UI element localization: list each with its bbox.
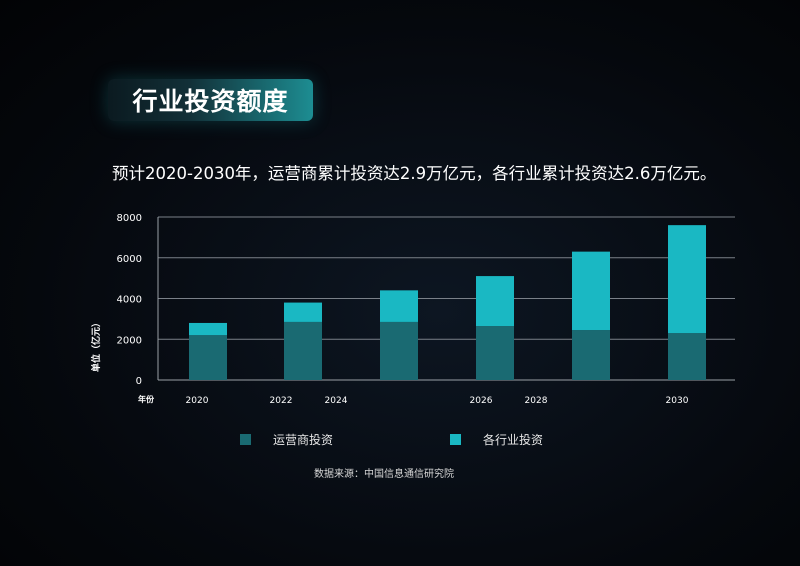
y-tick-label: 4000	[117, 295, 142, 306]
legend-swatch-industry	[450, 434, 461, 445]
bar-industry-2020	[189, 322, 227, 336]
legend-label-operator: 运营商投资	[273, 433, 334, 447]
x-tick-label: 2026	[470, 396, 493, 406]
x-axis-ticks: 2020 2022 2024 2026 2028 2030	[186, 396, 689, 406]
x-tick-label: 2020	[186, 396, 209, 406]
legend-label-industry: 各行业投资	[483, 433, 544, 447]
page-subtitle: 预计2020-2030年，运营商累计投资达2.9万亿元，各行业累计投资达2.6万…	[112, 164, 717, 183]
y-axis-ticks: 0 2000 4000 6000 8000	[117, 213, 142, 387]
page-title: 行业投资额度	[108, 79, 313, 121]
bar-operator-2024	[380, 321, 418, 380]
legend-swatch-operator	[240, 434, 251, 445]
bar-industry-2028	[572, 251, 610, 331]
bar-operator-2030	[668, 333, 706, 380]
chart-grid	[157, 216, 735, 381]
x-tick-label: 2022	[270, 396, 293, 406]
x-tick-label: 2024	[325, 396, 348, 406]
bar-industry-2022	[284, 302, 322, 322]
y-axis-label: 单位（亿元）	[90, 318, 102, 372]
y-tick-label: 6000	[117, 254, 142, 265]
y-tick-label: 0	[136, 376, 142, 387]
bar-operator-2028	[572, 330, 610, 380]
bar-industry-2024	[380, 290, 418, 322]
bar-operator-2022	[284, 321, 322, 380]
data-source: 数据来源：中国信息通信研究院	[314, 469, 454, 480]
bar-operator-2026	[476, 326, 514, 380]
chart-bars	[189, 225, 706, 380]
x-tick-label: 2030	[666, 396, 689, 406]
y-tick-label: 2000	[117, 335, 142, 346]
x-axis-label: 年份	[138, 394, 155, 404]
y-tick-label: 8000	[117, 213, 142, 224]
bar-industry-2030	[668, 225, 706, 334]
bar-operator-2020	[189, 335, 227, 380]
bar-industry-2026	[476, 276, 514, 327]
x-tick-label: 2028	[525, 396, 548, 406]
